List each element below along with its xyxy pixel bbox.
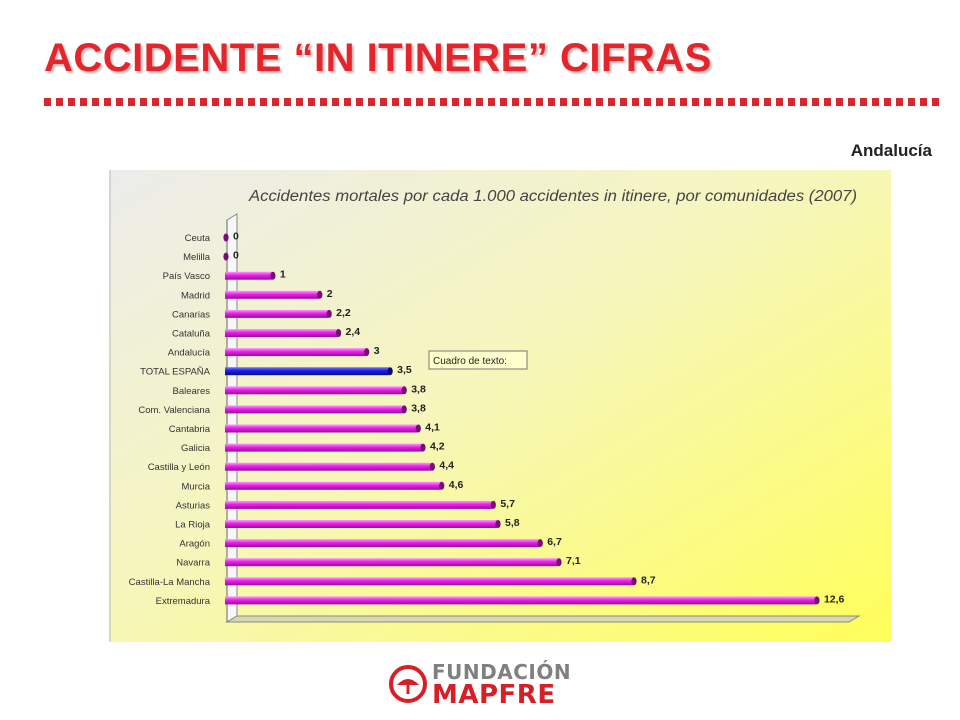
category-label: País Vasco xyxy=(163,271,210,282)
category-label: Extremadura xyxy=(156,596,211,607)
category-label: Madrid xyxy=(181,290,210,301)
value-label: 1 xyxy=(280,269,286,281)
category-label: Baleares xyxy=(173,386,211,397)
value-label: 3,8 xyxy=(411,383,426,395)
value-label: 8,7 xyxy=(641,574,656,586)
category-label: Asturias xyxy=(176,500,211,511)
category-label: Galicia xyxy=(181,443,211,454)
category-label: La Rioja xyxy=(175,520,211,531)
bar xyxy=(225,329,338,337)
bar-cap xyxy=(420,443,426,452)
category-label: Murcia xyxy=(181,481,210,492)
bar-cap xyxy=(401,386,407,395)
bar xyxy=(225,405,404,414)
bar xyxy=(225,539,540,548)
bar-chart: Accidentes mortales por cada 1.000 accid… xyxy=(109,170,891,642)
value-label: 4,4 xyxy=(439,460,454,472)
chart-floor xyxy=(225,615,861,623)
bar xyxy=(225,577,634,586)
value-label: 12,6 xyxy=(824,593,845,605)
fundacion-mapfre-logo: FUNDACIÓN MAPFRE xyxy=(388,660,588,712)
value-label: 2,2 xyxy=(336,307,351,319)
bar-cap xyxy=(317,290,323,299)
bar-cap xyxy=(439,481,445,490)
value-label: 0 xyxy=(233,250,239,262)
value-label: 4,2 xyxy=(430,441,445,453)
bar-cap xyxy=(270,271,276,280)
value-label: 4,6 xyxy=(449,479,464,491)
bar-cap xyxy=(556,558,562,567)
value-label: 2,4 xyxy=(346,326,361,338)
bar-cap xyxy=(401,405,407,414)
category-label: Canarias xyxy=(172,309,210,320)
bar xyxy=(225,462,432,471)
bar-cap xyxy=(631,577,637,586)
bar-cap xyxy=(429,462,435,471)
category-label: Ceuta xyxy=(185,233,211,244)
value-label: 2 xyxy=(327,288,333,300)
bar xyxy=(225,290,319,299)
title-divider xyxy=(44,98,944,106)
value-label: 5,7 xyxy=(500,498,515,510)
bar xyxy=(225,520,498,528)
bar-cap xyxy=(495,520,501,528)
annotation-text: Cuadro de texto: xyxy=(433,356,507,367)
bar xyxy=(225,558,558,567)
category-label: TOTAL ESPAÑA xyxy=(140,367,211,378)
bar xyxy=(225,386,404,395)
bar-cap xyxy=(537,539,543,548)
mapfre-emblem-icon xyxy=(389,665,427,703)
value-label: 3,5 xyxy=(397,364,412,376)
bar xyxy=(225,443,422,452)
category-label: Cataluña xyxy=(172,329,211,340)
bar xyxy=(225,596,816,605)
bar-cap xyxy=(415,424,421,433)
category-label: Aragón xyxy=(179,539,210,550)
value-label: 7,1 xyxy=(566,555,581,567)
category-label: Castilla-La Mancha xyxy=(129,577,211,588)
bar xyxy=(225,424,418,433)
category-label: Navarra xyxy=(176,558,211,569)
logo-line-1: FUNDACIÓN xyxy=(432,660,572,684)
bar-cap xyxy=(223,233,229,242)
bar xyxy=(225,309,329,318)
bar-cap xyxy=(490,500,496,509)
value-label: 4,1 xyxy=(425,422,440,434)
value-label: 3 xyxy=(374,345,380,357)
bar-cap xyxy=(326,309,332,318)
value-label: 3,8 xyxy=(411,402,426,414)
value-label: 0 xyxy=(233,231,239,243)
category-label: Castilla y León xyxy=(148,462,210,473)
bar xyxy=(225,481,441,490)
bar-cap xyxy=(814,596,820,605)
bars-layer: Ceuta 0 Melilla 0 País Vasco 1 Madrid 2 Canarias… xyxy=(129,231,845,607)
value-label: 5,8 xyxy=(505,517,520,529)
value-label: 6,7 xyxy=(547,536,562,548)
logo-line-2: MAPFRE xyxy=(432,680,556,710)
bar xyxy=(225,500,493,509)
category-label: Melilla xyxy=(183,252,211,263)
bar-cap xyxy=(387,367,393,376)
bar xyxy=(225,367,390,376)
bar xyxy=(225,348,366,357)
bar-cap xyxy=(364,348,370,357)
chart-title: Accidentes mortales por cada 1.000 accid… xyxy=(248,188,857,205)
annotation-box: Cuadro de texto: xyxy=(428,350,528,370)
category-label: Andalucía xyxy=(168,348,211,359)
bar-cap xyxy=(223,252,229,261)
category-label: Com. Valenciana xyxy=(138,405,210,416)
bar xyxy=(225,271,272,280)
category-label: Cantabria xyxy=(169,424,211,435)
region-label: Andalucía xyxy=(850,141,932,160)
bar-cap xyxy=(335,329,342,337)
slide-title: ACCIDENTE “IN ITINERE” CIFRAS xyxy=(44,36,712,80)
